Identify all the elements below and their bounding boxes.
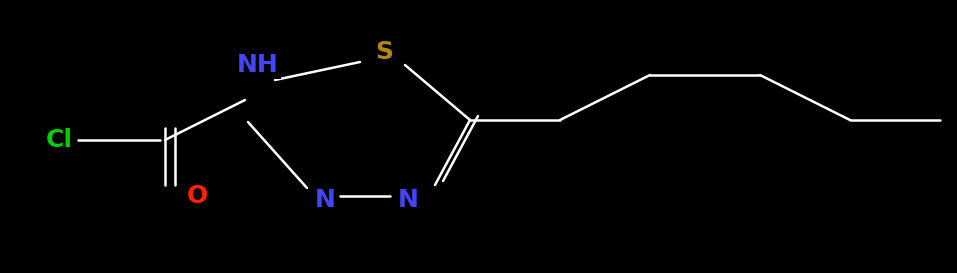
Text: O: O: [187, 184, 208, 208]
Text: N: N: [315, 188, 336, 212]
Text: Cl: Cl: [46, 128, 73, 152]
Text: NH: NH: [237, 53, 278, 77]
Text: N: N: [397, 188, 418, 212]
Text: S: S: [375, 40, 393, 64]
